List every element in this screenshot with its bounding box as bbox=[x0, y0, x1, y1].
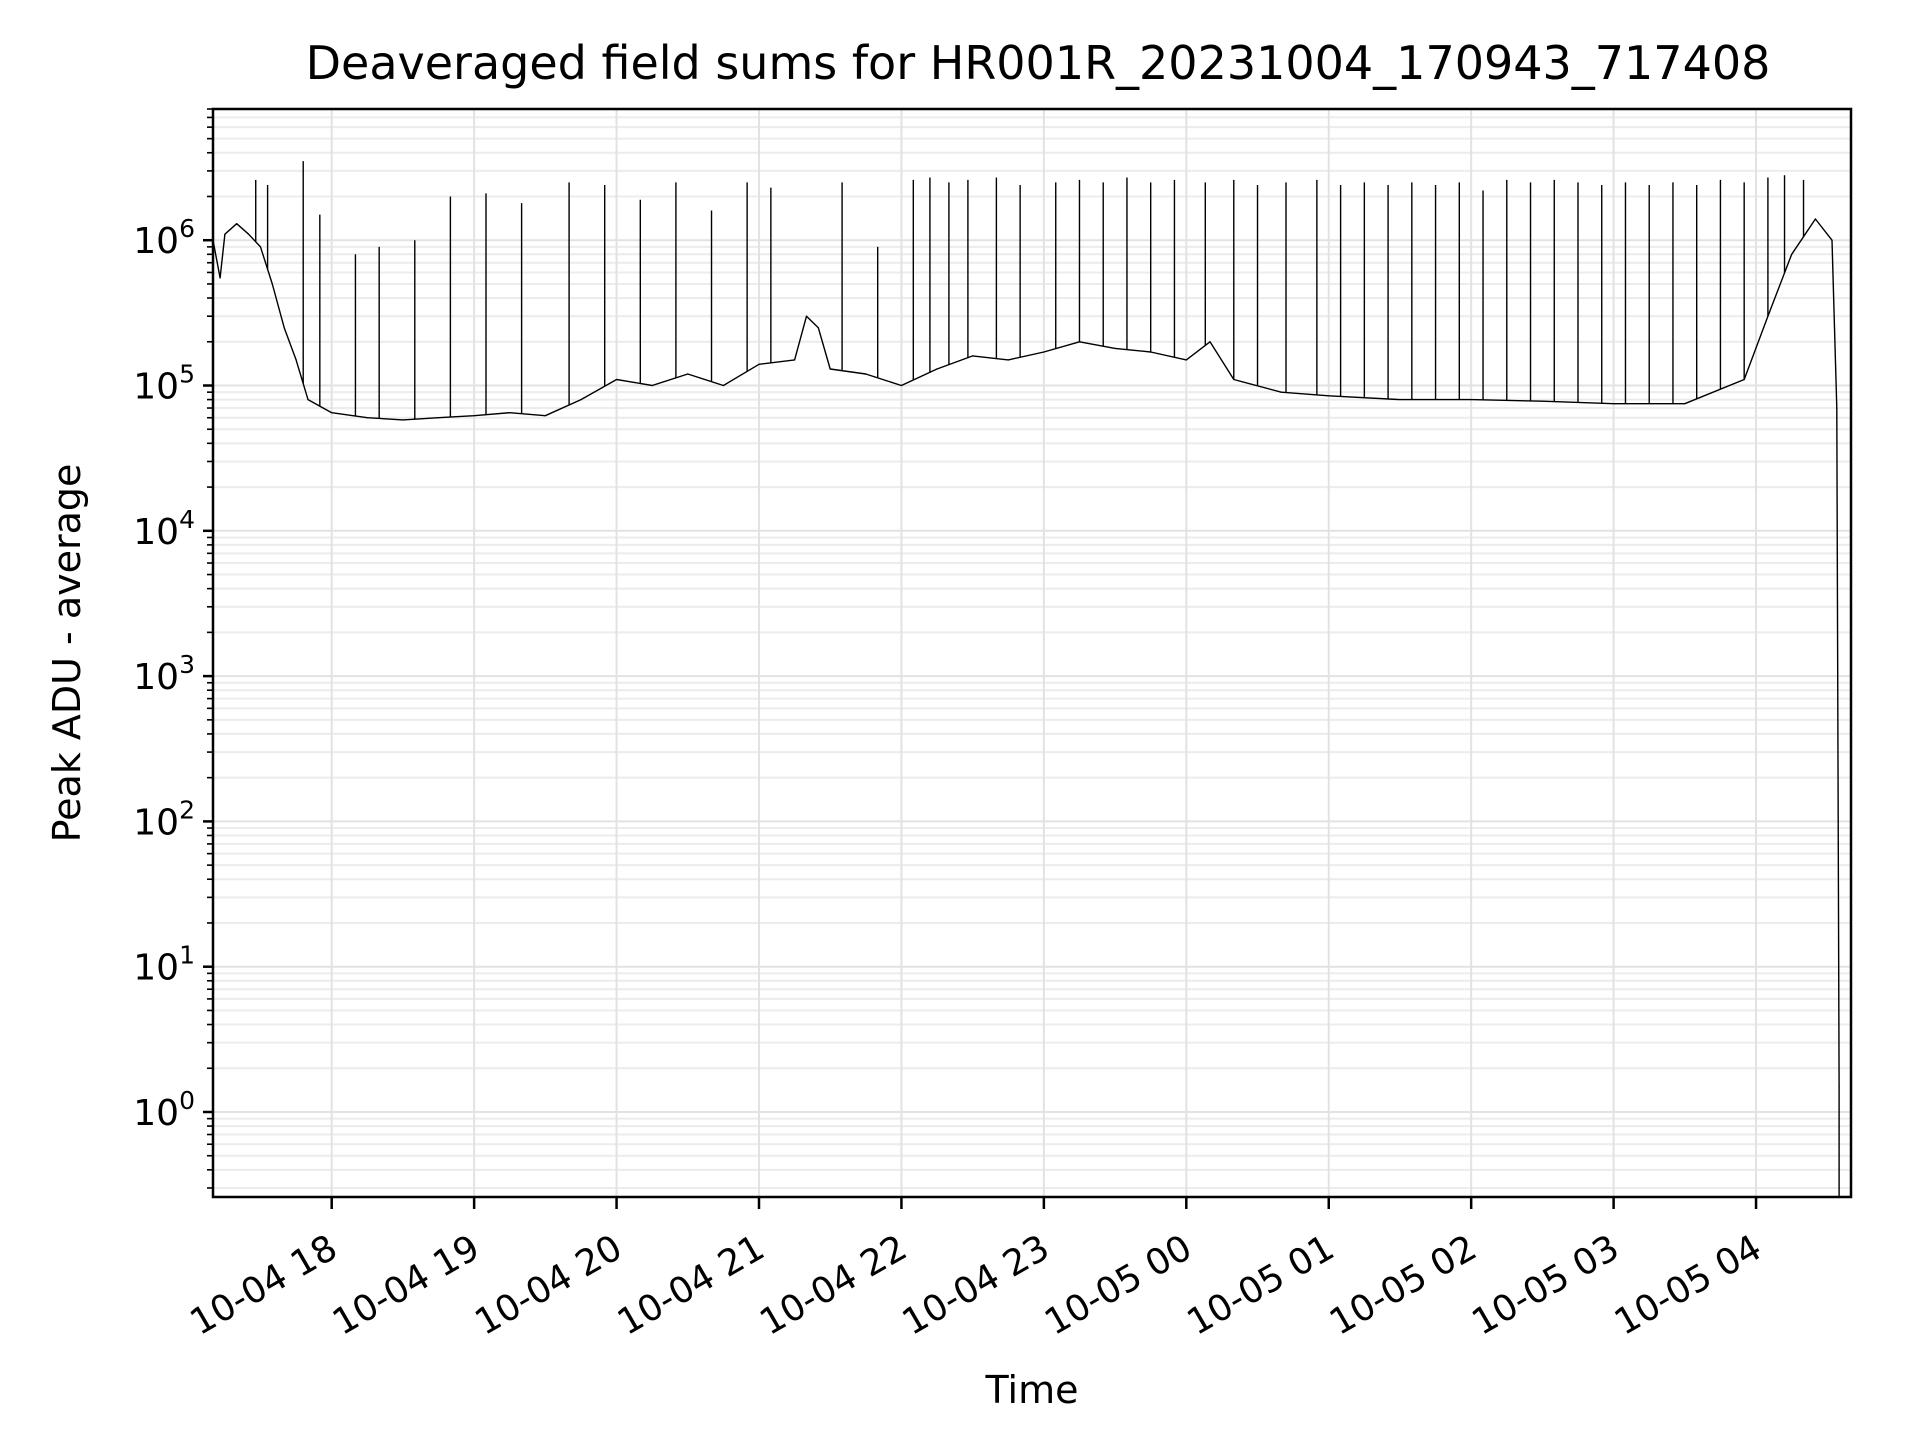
x-tick-label: 10-04 21 bbox=[611, 1227, 772, 1343]
series-point bbox=[366, 417, 368, 419]
series-point bbox=[1043, 351, 1045, 353]
x-tick-label: 10-04 23 bbox=[896, 1227, 1057, 1343]
series-point bbox=[651, 384, 653, 387]
series-point bbox=[1541, 400, 1543, 402]
y-tick-labels: 100 101 102 103 104 105 106 bbox=[133, 214, 195, 1134]
series-point bbox=[1209, 341, 1211, 343]
x-axis-label: Time bbox=[985, 1368, 1079, 1412]
x-tick-label: 10-05 01 bbox=[1181, 1227, 1342, 1343]
series-point bbox=[473, 415, 475, 417]
x-tick-label: 10-05 04 bbox=[1608, 1227, 1769, 1343]
series-point bbox=[758, 363, 760, 365]
series-point bbox=[1328, 395, 1330, 397]
y-tick-label: 101 bbox=[133, 941, 195, 989]
y-tick-label: 100 bbox=[133, 1086, 195, 1134]
series-point bbox=[1613, 403, 1615, 405]
series-point bbox=[1838, 1085, 1840, 1087]
chart-title: Deaveraged field sums for HR001R_2023100… bbox=[306, 36, 1771, 90]
series-point bbox=[271, 283, 273, 285]
series-line bbox=[212, 218, 1840, 1197]
series-point bbox=[1280, 391, 1282, 393]
series-point bbox=[236, 223, 238, 225]
series-point bbox=[437, 417, 440, 419]
series-point bbox=[722, 384, 725, 387]
series-point bbox=[224, 233, 226, 235]
series-point bbox=[248, 233, 250, 235]
series-point bbox=[865, 373, 867, 375]
series-point bbox=[829, 368, 831, 370]
plot-frame bbox=[211, 107, 1853, 1199]
series-point bbox=[307, 399, 309, 401]
y-axis-label: Peak ADU - average bbox=[45, 464, 89, 843]
series-point bbox=[1399, 399, 1401, 401]
x-tick-label: 10-04 18 bbox=[184, 1227, 345, 1343]
x-tick-label: 10-05 00 bbox=[1038, 1227, 1199, 1343]
series-point bbox=[616, 378, 618, 381]
series-point bbox=[283, 327, 285, 329]
series-point bbox=[1684, 403, 1686, 405]
y-tick-label: 106 bbox=[133, 214, 195, 262]
series-point bbox=[1185, 359, 1187, 361]
grid bbox=[213, 108, 1851, 1197]
series-point bbox=[402, 419, 404, 421]
series-point bbox=[580, 399, 582, 401]
y-tick-label: 104 bbox=[133, 505, 195, 553]
series-point bbox=[295, 359, 297, 361]
y-tick-label: 105 bbox=[133, 360, 195, 408]
series-point bbox=[817, 327, 819, 329]
series-point bbox=[1470, 399, 1472, 401]
series-point bbox=[805, 315, 808, 317]
ticks bbox=[203, 108, 1758, 1209]
series-point bbox=[1791, 253, 1793, 255]
series-point bbox=[259, 246, 262, 248]
x-tick-label: 10-04 19 bbox=[326, 1227, 487, 1343]
series-point bbox=[972, 355, 974, 357]
series-layer bbox=[212, 161, 1840, 1198]
series-point bbox=[1814, 218, 1816, 220]
x-tick-label: 10-05 03 bbox=[1465, 1227, 1626, 1343]
y-tick-label: 102 bbox=[133, 795, 195, 843]
series-point bbox=[1114, 347, 1116, 349]
series-point bbox=[544, 415, 546, 417]
x-tick-label: 10-04 20 bbox=[468, 1227, 629, 1343]
series-point bbox=[1831, 239, 1833, 241]
series-point bbox=[687, 373, 689, 375]
series-point bbox=[219, 277, 221, 279]
y-tick-label: 103 bbox=[133, 650, 195, 698]
x-tick-label: 10-04 22 bbox=[753, 1227, 914, 1343]
series-point bbox=[936, 368, 938, 370]
series-point bbox=[331, 412, 333, 414]
series-point bbox=[1007, 359, 1009, 361]
series-point bbox=[900, 384, 903, 387]
series-point bbox=[509, 412, 511, 414]
series-point bbox=[1836, 407, 1838, 409]
x-tick-label: 10-05 02 bbox=[1323, 1227, 1484, 1343]
series-point bbox=[794, 359, 796, 361]
